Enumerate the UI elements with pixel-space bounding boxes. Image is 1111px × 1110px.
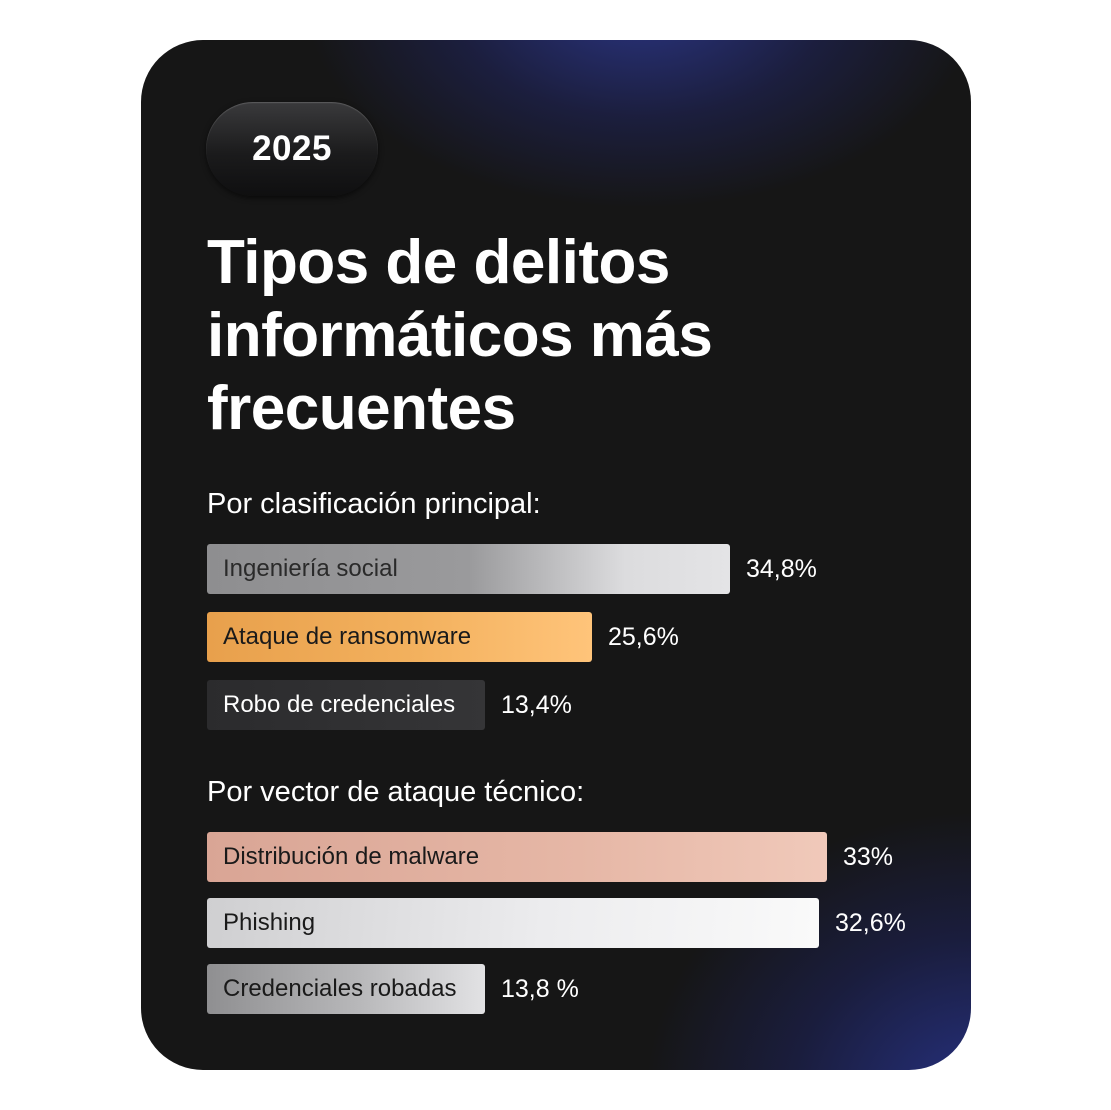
bar-row: Ataque de ransomware 25,6% <box>207 612 679 662</box>
bar-row: Robo de credenciales 13,4% <box>207 680 572 730</box>
bar-row: Distribución de malware 33% <box>207 832 893 882</box>
bar-category-label: Robo de credenciales <box>223 691 456 718</box>
bar: Ingeniería social <box>207 544 730 594</box>
bar-value-label: 13,4% <box>501 690 572 719</box>
bar-group-classification: Ingeniería social 34,8% Ataque de ransomwa… <box>207 544 947 748</box>
bar-value-label: 33% <box>843 842 894 871</box>
bar-row: Ingeniería social 34,8% <box>207 544 817 594</box>
bar-row: Phishing 32,6% <box>207 898 906 948</box>
bar-category-label: Credenciales robadas <box>223 975 457 1002</box>
bar-category-label: Ataque de ransomware <box>223 623 472 650</box>
bar: Ataque de ransomware <box>207 612 592 662</box>
bar-category-label: Phishing <box>223 909 316 936</box>
bar: Credenciales robadas <box>207 964 485 1014</box>
bar-value-label: 25,6% <box>608 622 679 651</box>
infographic-card: 2025 Tipos de delitos informáticos más f… <box>141 40 971 1070</box>
bar-group-vector: Distribución de malware 33% Phishing 32,6% C… <box>207 832 947 1036</box>
bar-value-label: 32,6% <box>835 908 906 937</box>
bar-category-label: Ingeniería social <box>223 555 398 582</box>
bar-row: Credenciales robadas 13,8 % <box>207 964 579 1014</box>
bar-category-label: Distribución de malware <box>223 843 480 870</box>
chart-section-vector: Por vector de ataque técnico: Distribuci… <box>207 774 947 1036</box>
page-title: Tipos de delitos informáticos más frecue… <box>207 228 713 443</box>
year-badge: 2025 <box>206 102 378 196</box>
bar: Phishing <box>207 898 819 948</box>
chart-section-classification: Por clasificación principal: Ingeniería … <box>207 486 947 748</box>
bar-value-label: 13,8 % <box>501 974 579 1003</box>
chart-heading-classification: Por clasificación principal: <box>207 488 541 520</box>
bar: Distribución de malware <box>207 832 827 882</box>
chart-heading-vector: Por vector de ataque técnico: <box>207 776 585 808</box>
bar: Robo de credenciales <box>207 680 485 730</box>
bar-value-label: 34,8% <box>746 554 817 583</box>
